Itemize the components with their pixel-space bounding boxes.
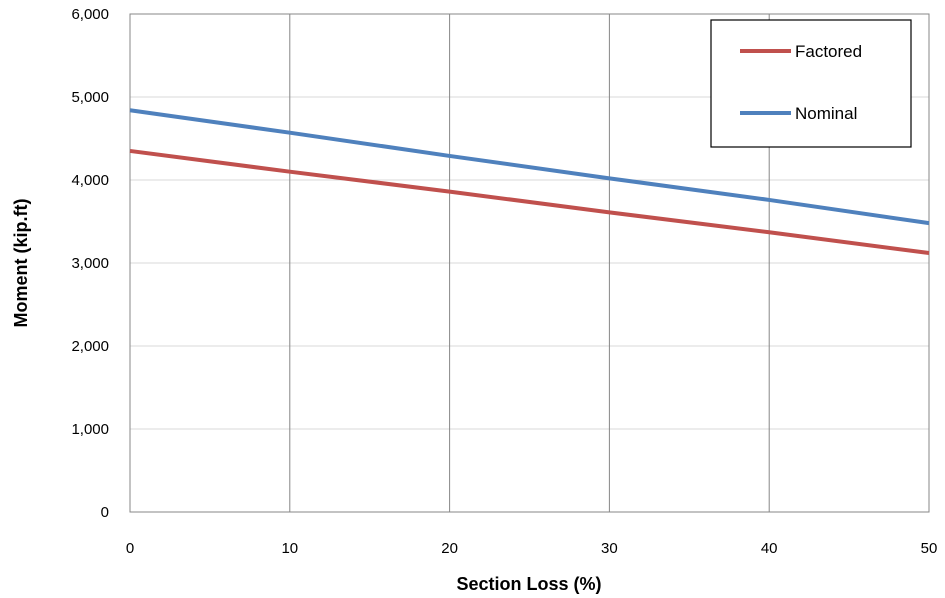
x-tick-label: 10	[281, 540, 298, 557]
y-tick-label: 2,000	[71, 338, 109, 355]
plot-border	[129, 13, 930, 513]
x-axis-tick-labels: 0 10 20 30 40 50	[126, 540, 938, 557]
horizontal-gridlines	[130, 96, 929, 430]
series-line-nominal	[129, 108, 930, 226]
y-axis-tick-labels: 0 1,000 2,000 3,000 4,000 5,000 6,000	[71, 6, 109, 521]
legend: Factored Nominal	[710, 19, 912, 148]
y-tick-label: 4,000	[71, 172, 109, 189]
x-tick-label: 50	[921, 540, 938, 557]
series-lines	[129, 108, 930, 256]
y-tick-label: 6,000	[71, 6, 109, 23]
x-tick-label: 30	[601, 540, 618, 557]
x-tick-label: 0	[126, 540, 134, 557]
y-axis-title: Moment (kip.ft)	[11, 199, 31, 328]
x-tick-label: 20	[441, 540, 458, 557]
y-tick-label: 0	[101, 504, 109, 521]
y-tick-label: 5,000	[71, 89, 109, 106]
legend-label-factored: Factored	[795, 42, 862, 61]
x-axis-title: Section Loss (%)	[456, 574, 601, 594]
y-tick-label: 3,000	[71, 255, 109, 272]
x-tick-label: 40	[761, 540, 778, 557]
y-tick-label: 1,000	[71, 421, 109, 438]
legend-label-nominal: Nominal	[795, 104, 857, 123]
legend-box	[710, 19, 912, 148]
series-line-factored	[129, 148, 930, 256]
